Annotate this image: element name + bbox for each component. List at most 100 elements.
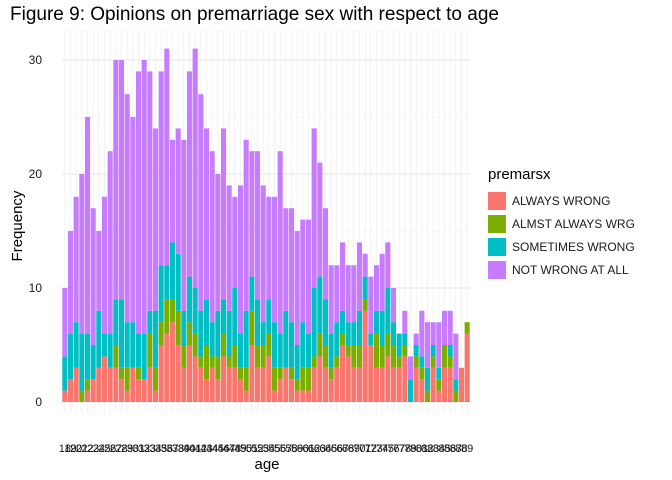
bar-segment: [300, 390, 306, 402]
x-tick-label: 23: [87, 443, 99, 455]
bar-segment: [152, 367, 159, 391]
bar-segment: [277, 333, 283, 368]
bar-segment: [407, 356, 414, 380]
bar-segment: [96, 310, 102, 368]
bar-segment: [181, 367, 187, 402]
bar-segment: [249, 345, 255, 402]
bar-segment: [113, 345, 119, 368]
bar-segment: [243, 367, 249, 391]
bar-segment: [220, 128, 227, 300]
x-tick-label: 80: [410, 443, 422, 455]
bar-segment: [62, 356, 68, 391]
bar-segment: [379, 310, 385, 345]
bar-segment: [345, 265, 351, 323]
bar-segment: [283, 208, 289, 311]
bar-segment: [453, 379, 459, 391]
y-tick-label: 0: [35, 395, 42, 409]
bar-segment: [271, 322, 278, 368]
bar-segment: [334, 265, 340, 323]
bar-segment: [118, 367, 125, 380]
bar-segment: [226, 185, 232, 311]
bar-segment: [436, 390, 442, 402]
bar-segment: [300, 219, 306, 323]
bar-segment: [368, 345, 374, 402]
bar-segment: [373, 367, 380, 402]
bar-segment: [385, 288, 391, 334]
x-tick-label: 71: [359, 443, 371, 455]
bar-segment: [90, 379, 96, 402]
legend-key: [488, 237, 506, 256]
bar-segment: [379, 253, 385, 311]
bar-segment: [458, 367, 465, 402]
bar-segment: [447, 310, 453, 345]
bar-segment: [345, 345, 351, 357]
bar-segment: [288, 322, 295, 368]
bar-segment: [328, 265, 334, 334]
x-tick-label: 31: [132, 443, 144, 455]
x-tick-label: 24: [93, 443, 105, 455]
bar-segment: [379, 345, 385, 368]
bar-segment: [334, 367, 340, 402]
bar-segment: [390, 367, 397, 402]
bar-segment: [277, 367, 283, 380]
bar-segment: [130, 322, 136, 368]
x-tick-label: 62: [308, 443, 320, 455]
bar-segment: [419, 367, 425, 380]
x-tick-label: 74: [376, 443, 388, 455]
bar-segment: [62, 390, 68, 402]
bar-segment: [243, 310, 249, 368]
bar-segment: [334, 322, 340, 357]
bar-segment: [441, 310, 448, 345]
bar-segment: [141, 60, 147, 334]
bar-segment: [169, 139, 176, 243]
bar-segment: [373, 333, 380, 368]
bar-segment: [419, 356, 425, 368]
bar-segment: [124, 390, 130, 402]
x-tick-label: 33: [144, 443, 156, 455]
bar-segment: [396, 356, 402, 368]
bar-segment: [413, 333, 419, 345]
bar-segment: [175, 345, 181, 402]
x-tick-label: 67: [336, 443, 348, 455]
bar-segment: [317, 162, 323, 277]
x-tick-label: 28: [115, 443, 127, 455]
x-tick-label: 19: [64, 443, 76, 455]
bar-segment: [419, 379, 425, 402]
bar-segment: [192, 288, 198, 334]
bar-segment: [101, 356, 108, 402]
x-tick-label: 58: [285, 443, 297, 455]
bar-segment: [345, 356, 351, 402]
bar-segment: [175, 128, 181, 254]
bar-segment: [198, 367, 204, 402]
bar-segment: [67, 231, 74, 334]
bar-segment: [192, 356, 198, 402]
bar-segment: [130, 367, 136, 402]
bar-segment: [232, 196, 238, 288]
bar-segment: [73, 322, 79, 368]
x-tick-label: 26: [104, 443, 116, 455]
bar-segment: [345, 322, 351, 345]
bar-segment: [209, 151, 215, 323]
bar-segment: [294, 345, 300, 380]
bar-segment: [73, 367, 79, 402]
x-axis-title: age: [254, 456, 279, 473]
bar-segment: [186, 345, 193, 402]
x-tick-label: 59: [291, 443, 303, 455]
bar-segment: [232, 367, 238, 402]
bar-segment: [113, 299, 119, 345]
bar-segment: [254, 345, 261, 368]
x-tick-label: 21: [76, 443, 88, 455]
bar-segment: [447, 356, 453, 368]
bar-segment: [339, 242, 346, 311]
bar-segment: [62, 288, 68, 357]
x-tick-label: 56: [274, 443, 286, 455]
bar-segment: [447, 367, 453, 402]
bar-segment: [169, 299, 176, 323]
bar-segment: [96, 367, 102, 402]
bar-segment: [402, 310, 408, 334]
bar-segment: [181, 345, 187, 368]
bar-segment: [135, 379, 142, 402]
bar-segment: [283, 367, 289, 402]
x-tick-label: 53: [257, 443, 269, 455]
x-tick-label: 27: [110, 443, 122, 455]
